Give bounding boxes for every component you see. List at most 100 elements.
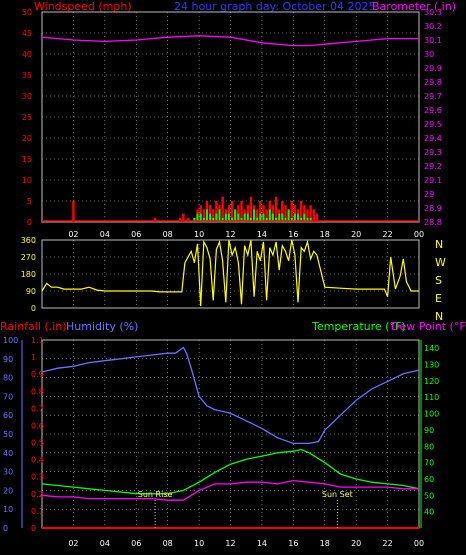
windspeed-bar xyxy=(312,209,315,222)
windspeed-bar xyxy=(186,217,190,222)
chart-title: 24 hour graph day: October 04 2025 xyxy=(174,0,376,13)
dir-y-tick-label: 90 xyxy=(26,287,36,296)
barometer-tick-label: 29.7 xyxy=(424,92,442,101)
dir-y-tick-label: 270 xyxy=(21,253,36,262)
gust-bar xyxy=(240,217,243,222)
barometer-tick-label: 28.9 xyxy=(424,204,442,213)
wind-y-tick-label: 0 xyxy=(27,218,32,227)
wind-x-tick-label: 10 xyxy=(194,230,204,239)
gust-bar xyxy=(262,213,265,222)
wind-y-tick-label: 25 xyxy=(22,113,32,122)
windspeed-bar xyxy=(249,196,253,222)
gust-bar xyxy=(249,217,252,222)
gust-bar xyxy=(309,217,312,222)
gust-bar xyxy=(287,209,290,222)
dir-y-tick-label: 0 xyxy=(31,304,36,313)
gust-bar xyxy=(231,217,234,222)
temp-x-tick-label: 04 xyxy=(100,539,110,548)
humidity-tick-label: 10 xyxy=(3,505,13,514)
wind-x-tick-label: 08 xyxy=(163,230,173,239)
temp-x-tick-label: 08 xyxy=(163,539,173,548)
gust-bar xyxy=(300,217,303,222)
wind-x-tick-label: 18 xyxy=(320,230,330,239)
wind-x-tick-label: 00 xyxy=(414,230,424,239)
barometer-tick-label: 29 xyxy=(424,190,434,199)
dewpoint-line xyxy=(41,479,419,501)
temp-x-tick-label: 00 xyxy=(414,539,424,548)
gust-bar xyxy=(259,213,262,222)
gust-bar xyxy=(256,217,259,222)
dir-y-tick-label: 180 xyxy=(21,270,36,279)
windspeed-bar xyxy=(240,201,243,222)
rain-tick-label: 0.2 xyxy=(31,490,44,499)
barometer-tick-label: 30 xyxy=(424,50,434,59)
gust-bar xyxy=(284,217,287,222)
temp-humidity-panel: 02 04 06 08 10 12 14 16 18 20 22 000102030405060708… xyxy=(3,336,439,548)
windspeed-axis-title: Windspeed (mph) xyxy=(34,0,132,13)
compass-label: N xyxy=(435,310,443,323)
wind-y-tick-label: 50 xyxy=(22,8,32,17)
sun-event-label: Sun Rise xyxy=(138,490,173,499)
windspeed-bar xyxy=(215,201,218,222)
windspeed-bar xyxy=(259,201,262,222)
windspeed-bar xyxy=(221,196,224,222)
gust-bar xyxy=(246,213,249,222)
wind-barometer-panel: 02 04 06 08 10 12 14 16 18 20 22 000510152025303540… xyxy=(22,8,442,239)
compass-label: S xyxy=(435,274,442,287)
temp-x-tick-label: 16 xyxy=(288,539,298,548)
wind-x-tick-label: 14 xyxy=(257,230,267,239)
gust-bar xyxy=(237,213,240,222)
windspeed-bar xyxy=(256,209,259,222)
temp-x-tick-label: 10 xyxy=(194,539,204,548)
barometer-tick-label: 29.2 xyxy=(424,162,442,171)
temp-tick-label: 80 xyxy=(424,442,434,451)
gust-bar xyxy=(215,213,218,222)
windspeed-bar xyxy=(265,209,268,222)
rain-tick-label: 0.1 xyxy=(31,507,44,516)
barometer-line xyxy=(41,35,419,47)
windspeed-bar xyxy=(212,209,215,222)
temp-tick-label: 120 xyxy=(424,377,439,386)
wind-x-tick-label: 12 xyxy=(225,230,235,239)
gust-bar xyxy=(227,213,230,222)
gust-bar xyxy=(268,209,271,222)
windspeed-bar xyxy=(306,209,309,222)
wind-y-tick-label: 35 xyxy=(22,71,32,80)
humidity-line xyxy=(41,346,420,445)
wind-x-tick-label: 06 xyxy=(131,230,141,239)
gust-bar xyxy=(205,209,208,222)
humidity-tick-label: 90 xyxy=(3,355,13,364)
temp-tick-label: 70 xyxy=(424,459,434,468)
wind-y-tick-label: 10 xyxy=(22,176,32,185)
humidity-axis-title: Humidity (%) xyxy=(66,320,138,333)
wind-y-tick-label: 30 xyxy=(22,92,32,101)
rain-tick-label: 0 xyxy=(31,524,36,533)
humidity-tick-label: 30 xyxy=(3,468,13,477)
rain-tick-label: 1.1 xyxy=(31,336,44,345)
temp-tick-label: 130 xyxy=(424,361,439,370)
temp-tick-label: 60 xyxy=(424,475,434,484)
humidity-tick-label: 80 xyxy=(3,374,13,383)
gust-bar xyxy=(234,209,237,222)
rain-tick-label: 0.3 xyxy=(31,473,44,482)
compass-label: E xyxy=(435,292,442,305)
dewpoint-axis-title: Dew Point (°F) xyxy=(391,320,466,333)
wind-direction-line xyxy=(41,239,419,307)
humidity-tick-label: 60 xyxy=(3,411,13,420)
gust-bar xyxy=(224,213,227,222)
gust-bar xyxy=(306,217,309,222)
wind-y-tick-label: 5 xyxy=(27,197,32,206)
rain-tick-label: 0.9 xyxy=(31,370,44,379)
gust-bar xyxy=(281,213,284,222)
windspeed-bar xyxy=(309,205,312,222)
humidity-tick-label: 0 xyxy=(3,524,8,533)
rain-tick-label: 0.8 xyxy=(31,387,44,396)
windspeed-bar xyxy=(299,201,303,222)
windspeed-bar xyxy=(72,201,75,222)
gust-bar xyxy=(209,213,212,222)
barometer-axis-title: Barometer (.in) xyxy=(372,0,456,13)
gust-bar xyxy=(196,213,199,222)
barometer-tick-label: 29.9 xyxy=(424,64,442,73)
gust-bar xyxy=(303,213,306,222)
rainfall-axis-title: Rainfall (.in) xyxy=(0,320,67,333)
